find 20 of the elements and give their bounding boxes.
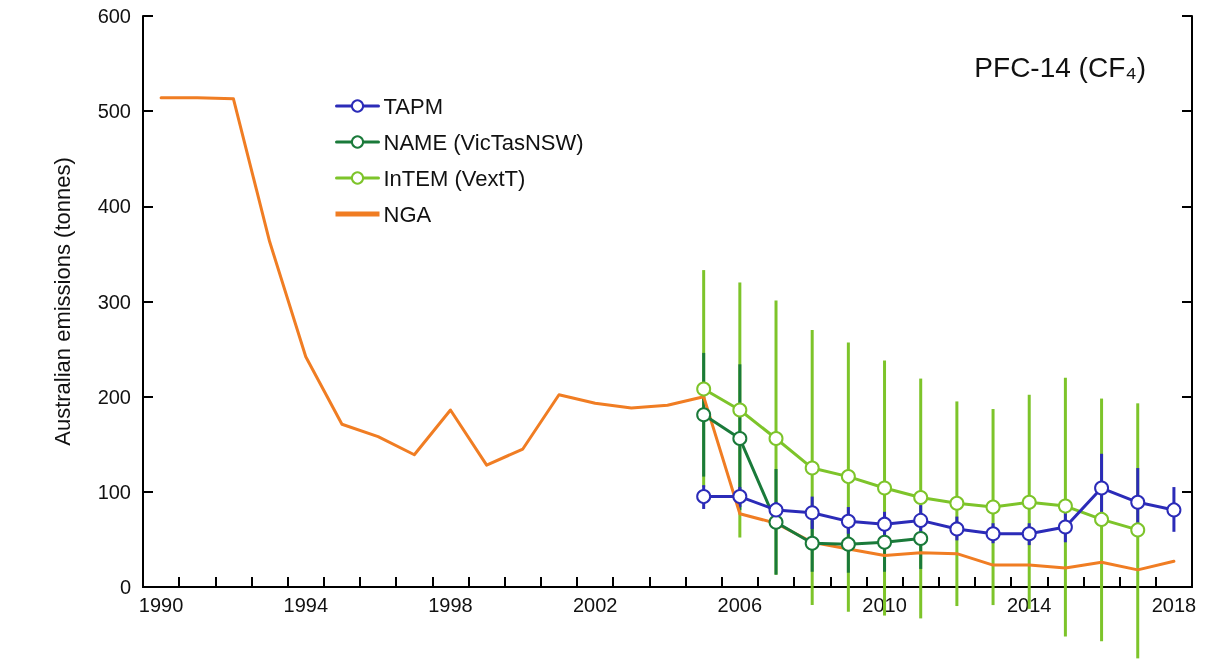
x-tick-label: 2014: [1006, 594, 1052, 616]
y-tick-label: 500: [97, 100, 131, 123]
legend-label: NAME (VicTasNSW): [383, 129, 584, 155]
x-tick-label: 1998: [428, 594, 473, 616]
y-tick-label: 0: [119, 576, 131, 598]
legend-label: NGA: [383, 201, 432, 227]
x-tick-label: 2018: [1151, 594, 1197, 616]
x-tick-label: 2006: [717, 594, 763, 616]
y-tick-label: 100: [97, 480, 131, 503]
y-axis-title: Australian emissions (tonnes): [49, 157, 75, 446]
legend-label: InTEM (VextT): [383, 165, 526, 191]
x-tick-label: 1994: [283, 594, 329, 616]
y-tick-label: 200: [97, 385, 131, 408]
x-tick-label: 2002: [572, 594, 618, 616]
y-tick-label: 300: [97, 290, 131, 313]
y-tick-label: 600: [97, 5, 131, 27]
text: PFC-14 (CF₄): [974, 51, 1147, 83]
y-tick-label: 400: [97, 195, 131, 218]
x-tick-label: 1990: [138, 594, 184, 616]
legend-label: TAPM: [383, 93, 443, 119]
